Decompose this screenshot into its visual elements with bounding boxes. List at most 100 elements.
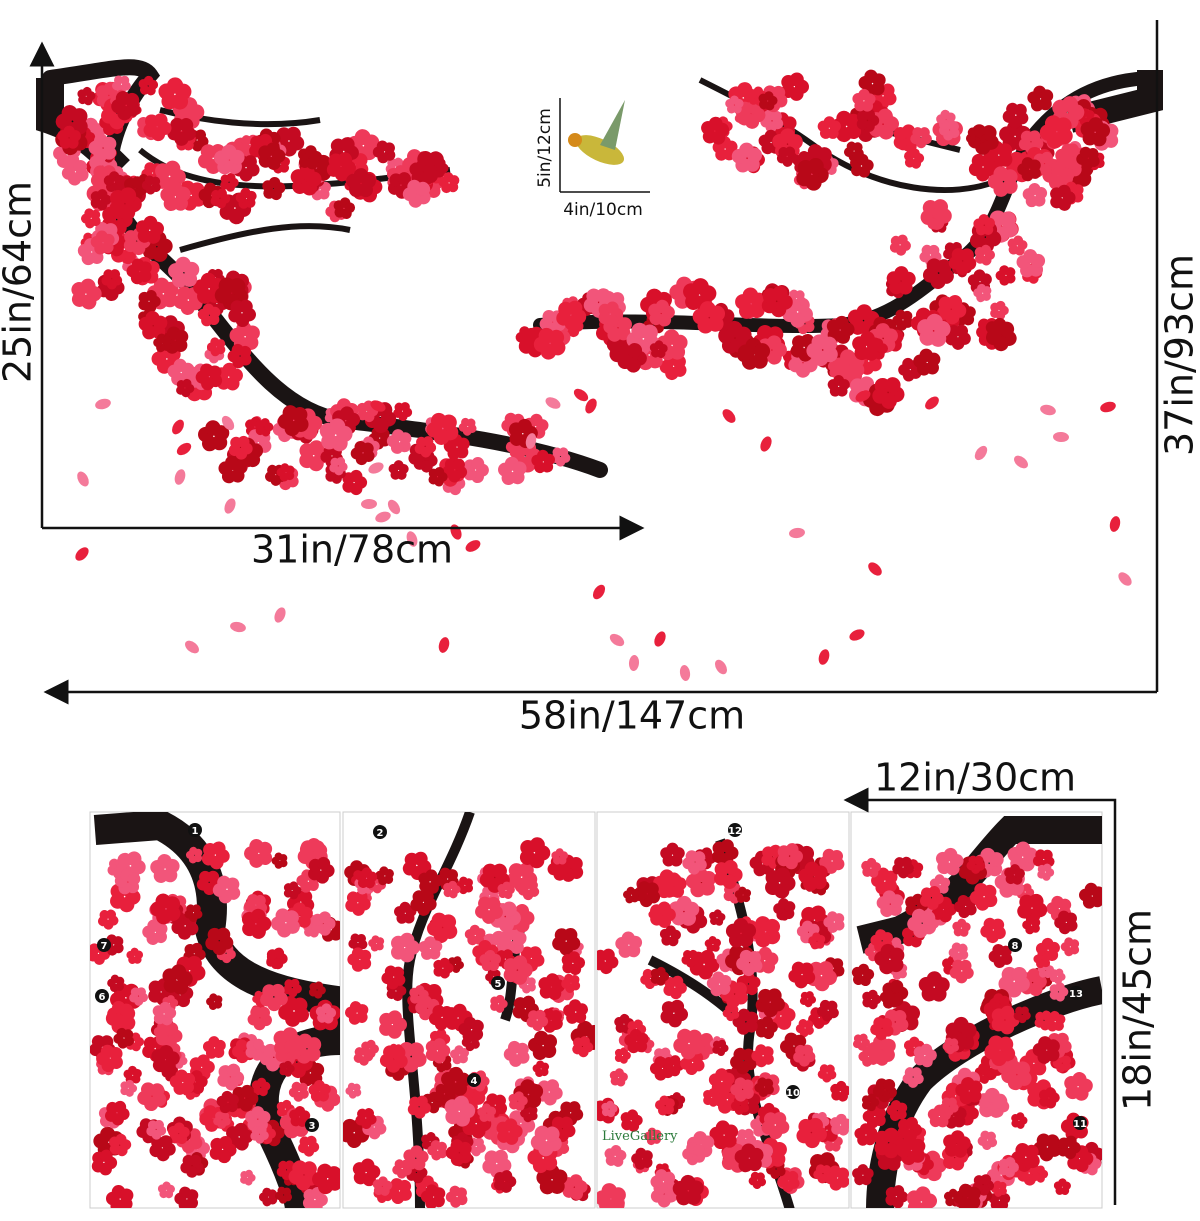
petal [1040,89,1054,103]
petal [237,435,250,448]
petal [471,457,485,470]
petal [120,75,130,85]
petal [947,295,963,310]
blossom [308,981,326,999]
petal [188,104,205,120]
petal [980,273,992,286]
blossom [682,1142,706,1166]
blossom [609,1068,628,1087]
petal [509,1124,523,1138]
petal [862,159,874,172]
petal [258,133,273,148]
blossom [55,105,88,138]
blossom [228,299,256,328]
petal [183,261,200,278]
petal [901,124,916,138]
blossom [347,947,372,972]
petal [452,458,465,471]
blossom [817,1064,837,1083]
petal [661,1163,669,1172]
blossom [312,1163,340,1195]
petal [172,419,184,435]
petal [502,949,513,960]
blossom [258,1187,278,1207]
blossom [673,1028,705,1060]
blossom [91,1149,118,1176]
petal [926,352,941,366]
petal [306,415,323,432]
petal [772,1112,787,1126]
petal [490,953,502,965]
petal [528,946,542,960]
petal [436,1141,447,1152]
petal [699,285,717,302]
petal [1086,147,1099,160]
petal [768,95,778,106]
petal [475,928,486,939]
blossom [889,234,911,256]
blossom [379,1010,407,1039]
blossom [1017,157,1041,182]
petal [569,857,583,871]
petal [807,157,824,174]
petal [570,974,580,985]
blossom [563,999,589,1024]
petal [148,79,159,90]
blossom [987,166,1018,197]
petal [686,1029,703,1045]
petal [673,877,687,891]
petal [220,1111,230,1121]
petal [573,388,589,402]
petal [416,1150,429,1164]
blossom [447,956,464,973]
petal [340,137,355,152]
petal [855,390,871,402]
petal [344,202,356,214]
petal [754,343,771,359]
petal [191,942,203,954]
petal [679,665,691,681]
blossom [1002,102,1029,129]
blossom [151,1045,180,1074]
blossom [210,188,231,209]
petal [810,905,826,921]
petal [802,1044,814,1056]
petal [165,858,180,874]
petal [486,1106,497,1116]
blossom [394,901,417,924]
blossom [379,1045,408,1073]
petal [224,498,236,514]
petal [960,248,974,262]
petal [175,186,191,202]
petal [741,1079,754,1092]
blossom [701,116,730,145]
petal [408,1042,424,1058]
petal [245,1169,253,1178]
petal [243,155,257,169]
blossom [176,378,195,398]
petal [185,640,199,654]
petal [671,975,684,988]
blossom [830,1080,849,1102]
petal [441,914,457,930]
blossom [299,440,330,472]
blossom [428,1005,455,1031]
blossom [155,1022,183,1049]
blossom [725,917,757,948]
petal [852,142,863,153]
petal [512,461,527,476]
petal [441,414,457,431]
blossom [755,988,785,1018]
petal [722,1072,735,1086]
petal [471,1019,484,1033]
petal [119,1188,134,1203]
petal [641,324,658,341]
blossom [921,206,945,230]
petal [453,956,462,965]
petal [306,1037,322,1052]
petal [326,1007,337,1018]
petal [748,951,762,965]
petal [661,305,675,319]
petal [713,938,722,947]
blossom [817,116,841,139]
